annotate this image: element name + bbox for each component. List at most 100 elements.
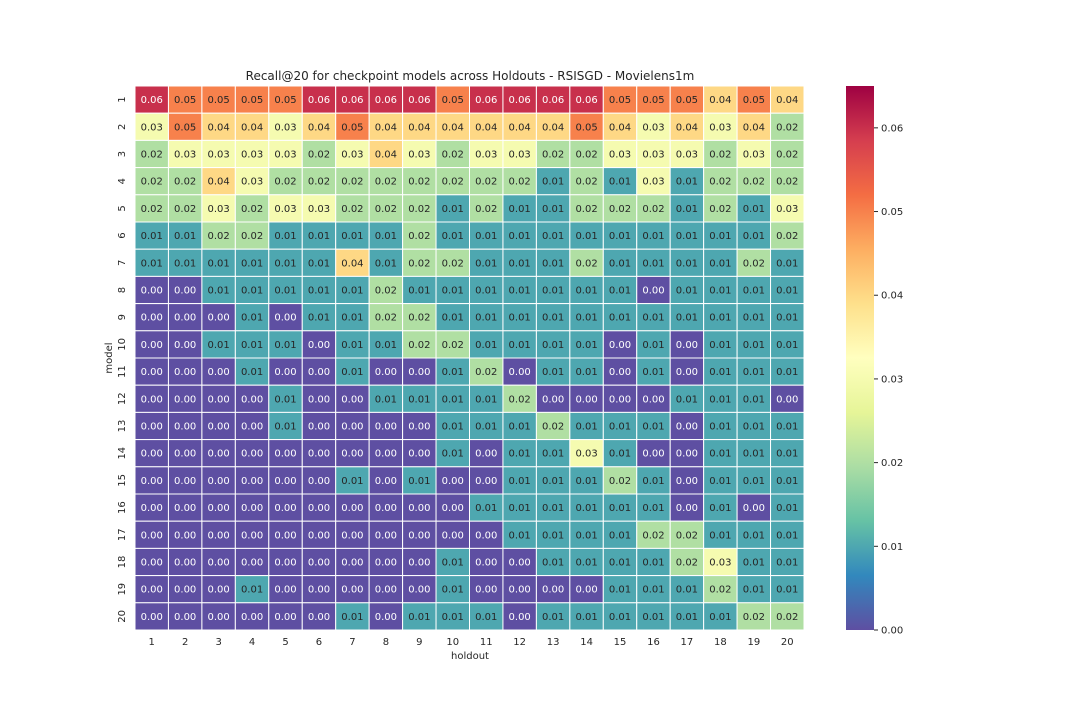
heatmap-cell: [167, 194, 203, 223]
cell-value-label: 0.04: [207, 177, 229, 188]
heatmap-cell: [268, 384, 303, 413]
cell-value-label: 0.02: [308, 177, 330, 188]
cell-value-label: 0.00: [274, 449, 296, 460]
cell-value-label: 0.00: [241, 558, 263, 569]
heatmap-cell: [703, 194, 738, 223]
cell-value-label: 0.01: [509, 340, 531, 351]
cell-value-label: 0.01: [442, 585, 464, 596]
cell-value-label: 0.06: [509, 95, 531, 106]
cell-value-label: 0.00: [776, 394, 798, 405]
cell-value-label: 0.01: [308, 313, 330, 324]
cell-value-label: 0.03: [776, 204, 798, 215]
heatmap-cell: [502, 167, 537, 196]
heatmap-cell: [569, 248, 604, 277]
heatmap-cell: [268, 194, 303, 223]
heatmap-cell: [335, 275, 370, 305]
cell-value-label: 0.01: [207, 340, 229, 351]
cell-value-label: 0.00: [174, 503, 196, 514]
cell-value-label: 0.00: [341, 394, 363, 405]
heatmap-cell: [201, 275, 236, 305]
cell-value-label: 0.02: [408, 340, 430, 351]
heatmap-cell: [201, 248, 236, 277]
cell-value-label: 0.01: [509, 258, 531, 269]
heatmap-cell: [301, 439, 337, 468]
heatmap-cell: [736, 167, 772, 196]
cell-value-label: 0.01: [642, 313, 664, 324]
cell-value-label: 0.00: [542, 585, 564, 596]
cell-value-label: 0.00: [274, 367, 296, 378]
heatmap-cell: [268, 275, 303, 305]
cell-value-label: 0.00: [207, 612, 229, 623]
cell-value-label: 0.01: [642, 612, 664, 623]
cell-value-label: 0.03: [743, 150, 765, 161]
cell-value-label: 0.02: [375, 177, 397, 188]
heatmap-cell: [502, 85, 537, 114]
cell-value-label: 0.01: [542, 258, 564, 269]
cell-value-label: 0.00: [241, 612, 263, 623]
cell-value-label: 0.04: [475, 122, 497, 133]
heatmap-cell: [167, 248, 203, 277]
cell-value-label: 0.06: [542, 95, 564, 106]
cell-value-label: 0.04: [676, 122, 698, 133]
cell-value-label: 0.06: [141, 95, 163, 106]
y-tick-label: 6: [117, 232, 128, 238]
cell-value-label: 0.01: [341, 313, 363, 324]
cell-value-label: 0.01: [542, 313, 564, 324]
heatmap-cell: [134, 248, 169, 277]
cell-value-label: 0.01: [709, 422, 731, 433]
heatmap-cell: [469, 112, 504, 141]
cell-value-label: 0.01: [776, 585, 798, 596]
y-tick-label: 20: [117, 610, 128, 623]
heatmap-cell: [435, 493, 470, 522]
cell-value-label: 0.01: [676, 258, 698, 269]
cell-value-label: 0.01: [609, 286, 631, 297]
cell-value-label: 0.04: [375, 122, 397, 133]
heatmap-cell: [669, 384, 705, 413]
cell-value-label: 0.00: [241, 530, 263, 541]
cell-value-label: 0.00: [442, 476, 464, 487]
cell-value-label: 0.05: [341, 122, 363, 133]
heatmap-cell: [602, 493, 638, 522]
x-tick-label: 14: [580, 637, 593, 648]
heatmap-cell: [469, 466, 504, 495]
cell-value-label: 0.01: [709, 340, 731, 351]
cell-value-label: 0.01: [642, 585, 664, 596]
cell-value-label: 0.01: [575, 558, 597, 569]
cell-value-label: 0.00: [308, 449, 330, 460]
cell-value-label: 0.01: [676, 394, 698, 405]
heatmap-cell: [770, 194, 805, 223]
cell-value-label: 0.01: [743, 231, 765, 242]
heatmap-cell: [368, 248, 404, 277]
cell-value-label: 0.02: [375, 286, 397, 297]
cell-value-label: 0.04: [207, 122, 229, 133]
cell-value-label: 0.03: [141, 122, 163, 133]
cell-value-label: 0.00: [475, 530, 497, 541]
cell-value-label: 0.00: [274, 558, 296, 569]
heatmap-cell: [770, 520, 805, 549]
y-tick-label: 15: [117, 474, 128, 487]
cell-value-label: 0.00: [408, 503, 430, 514]
heatmap-cell: [703, 439, 738, 468]
cell-value-label: 0.00: [575, 394, 597, 405]
heatmap-cell: [402, 167, 437, 196]
cell-value-label: 0.02: [408, 313, 430, 324]
x-tick-label: 3: [215, 637, 221, 648]
cell-value-label: 0.02: [341, 204, 363, 215]
cell-value-label: 0.00: [207, 530, 229, 541]
y-tick-label: 4: [117, 178, 128, 184]
cell-value-label: 0.00: [341, 503, 363, 514]
heatmap-cell: [770, 575, 805, 604]
heatmap-cell: [469, 411, 504, 441]
cell-value-label: 0.01: [274, 231, 296, 242]
heatmap-cell: [167, 384, 203, 413]
cell-value-label: 0.06: [341, 95, 363, 106]
cell-value-label: 0.05: [174, 95, 196, 106]
cell-value-label: 0.01: [207, 286, 229, 297]
heatmap-cell: [770, 439, 805, 468]
cell-value-label: 0.01: [542, 204, 564, 215]
cell-value-label: 0.00: [609, 394, 631, 405]
cell-value-label: 0.03: [207, 204, 229, 215]
heatmap-cell: [636, 139, 671, 169]
heatmap-cell: [636, 411, 671, 441]
cell-value-label: 0.02: [575, 150, 597, 161]
